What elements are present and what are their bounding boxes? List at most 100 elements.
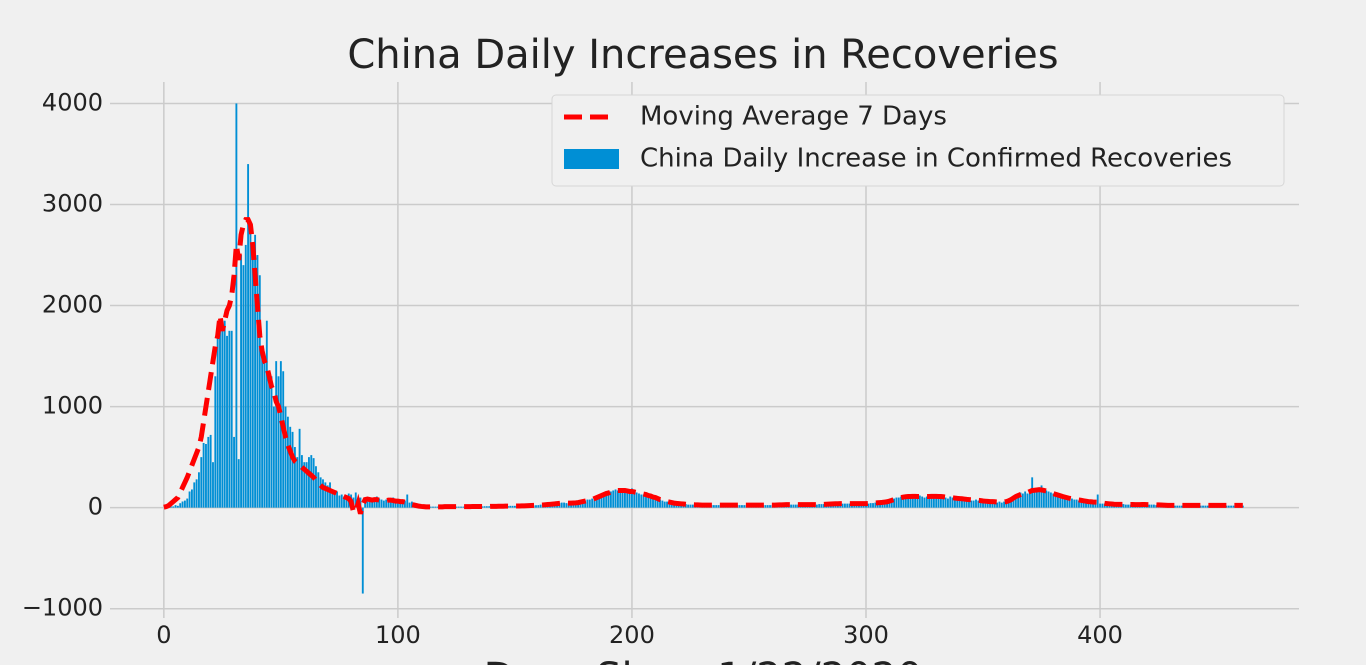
bar <box>251 244 254 508</box>
bar <box>188 491 191 508</box>
bar <box>691 504 694 508</box>
bar <box>1045 490 1048 508</box>
bar <box>565 503 568 508</box>
bar <box>946 498 949 508</box>
bar <box>317 472 320 508</box>
bar <box>343 496 345 508</box>
bar <box>1127 504 1130 508</box>
bar <box>354 492 357 508</box>
bar <box>1010 497 1013 508</box>
bar <box>1019 492 1022 508</box>
bar <box>626 491 629 508</box>
y-tick-label: 1000 <box>42 392 103 420</box>
bar <box>846 503 849 508</box>
bar <box>254 234 257 508</box>
bar <box>942 495 945 508</box>
bar <box>312 458 315 508</box>
bar <box>642 494 645 508</box>
bar <box>1064 497 1066 508</box>
bar <box>263 356 266 508</box>
bar <box>1178 505 1181 508</box>
x-tick-label: 200 <box>609 621 655 649</box>
bar <box>300 455 303 508</box>
bar <box>1073 499 1076 508</box>
bar <box>399 501 402 508</box>
bar <box>333 492 336 508</box>
bar <box>982 501 984 508</box>
lines <box>163 217 1243 515</box>
bar <box>193 482 196 508</box>
bar <box>455 506 458 508</box>
bar <box>1232 505 1235 508</box>
bar <box>1085 501 1087 508</box>
bar <box>998 501 1001 508</box>
bar <box>303 462 306 508</box>
bar <box>1056 493 1059 508</box>
bar <box>513 505 516 508</box>
bar <box>1061 496 1064 508</box>
bar <box>584 500 587 508</box>
bar <box>888 500 891 508</box>
bar <box>921 496 924 508</box>
bar <box>181 501 184 508</box>
bar <box>537 505 540 508</box>
bar <box>954 498 956 508</box>
bar <box>205 443 207 508</box>
bar <box>890 499 893 508</box>
bar <box>361 507 364 594</box>
bar <box>186 498 189 508</box>
bar <box>371 498 374 508</box>
bar <box>233 436 235 508</box>
bar <box>1049 492 1052 508</box>
bar <box>684 504 687 508</box>
bar <box>410 501 413 508</box>
bar <box>1007 499 1010 508</box>
bar <box>1028 490 1031 508</box>
bar <box>986 501 989 508</box>
bar <box>237 459 240 508</box>
legend-label: China Daily Increase in Confirmed Recove… <box>640 144 1232 174</box>
bar <box>380 499 383 508</box>
bar <box>394 500 397 508</box>
bar <box>268 376 271 508</box>
bar <box>488 506 491 508</box>
bar <box>1150 504 1153 508</box>
bar <box>1148 504 1151 508</box>
bar <box>436 506 439 508</box>
bar <box>769 505 771 508</box>
bar <box>652 497 654 508</box>
bar <box>214 376 217 508</box>
bar <box>364 500 367 508</box>
bar <box>1038 491 1041 508</box>
bar <box>602 493 605 508</box>
bar <box>689 504 692 508</box>
bar <box>930 497 933 508</box>
bar <box>638 493 640 508</box>
bar <box>258 275 261 508</box>
ticks: −1000 0 1000 2000 3000 4000 0 100 200 300 400 <box>22 88 1123 649</box>
bar <box>600 494 603 508</box>
bar <box>715 505 718 508</box>
bar <box>1026 493 1029 508</box>
bar <box>179 503 182 508</box>
bar <box>961 497 963 508</box>
bar <box>172 506 175 508</box>
bar <box>511 505 514 508</box>
bar <box>593 497 596 508</box>
bar <box>609 491 612 508</box>
bar <box>1096 494 1099 508</box>
bar <box>1040 485 1043 508</box>
bar <box>221 325 224 508</box>
bar <box>614 489 617 508</box>
bar <box>633 489 636 508</box>
bar <box>1080 500 1083 508</box>
bar <box>886 501 888 508</box>
bar <box>202 442 205 508</box>
bar <box>1005 501 1008 508</box>
bar <box>329 482 331 508</box>
bar <box>265 320 268 508</box>
bar <box>200 457 203 508</box>
bar <box>741 505 743 508</box>
bar <box>183 500 186 508</box>
bar <box>539 504 542 508</box>
